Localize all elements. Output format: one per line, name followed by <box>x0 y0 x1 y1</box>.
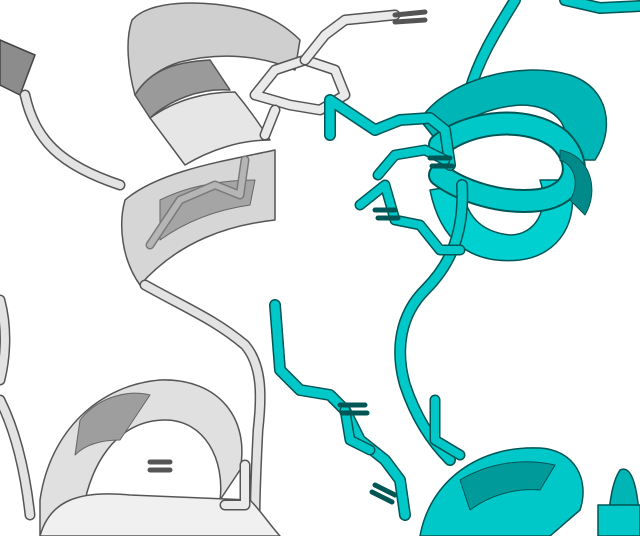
cyan-loop-top-fill <box>465 0 520 95</box>
grey-loop-left-fill <box>21 91 124 189</box>
grey-helix-bottom-shade <box>74 392 151 456</box>
grey-helix-top-back <box>149 91 271 166</box>
cyan-sidechain-bottom <box>269 299 466 521</box>
cyan-fragment-box <box>597 504 640 536</box>
grey-sidechain-ring <box>249 9 428 141</box>
cyan-sidechain-top <box>324 94 466 256</box>
cyan-top-right-fill <box>560 0 640 13</box>
cyan-helix-shade <box>559 149 593 216</box>
grey-helix-top-shade <box>134 59 231 119</box>
grey-loop-bottom-left-fill <box>0 396 34 519</box>
grey-sidechain-inner <box>145 155 250 250</box>
cyan-helix-bottom-shade <box>459 461 556 511</box>
cyan-chain <box>269 0 640 536</box>
grey-loop-mid-fill <box>141 281 265 524</box>
cyan-helix-back <box>419 69 608 161</box>
grey-sidechain-bottom <box>147 459 251 511</box>
grey-loop-edge-fill <box>0 296 9 384</box>
grey-helix-top <box>127 2 301 96</box>
grey-chain <box>0 2 428 536</box>
